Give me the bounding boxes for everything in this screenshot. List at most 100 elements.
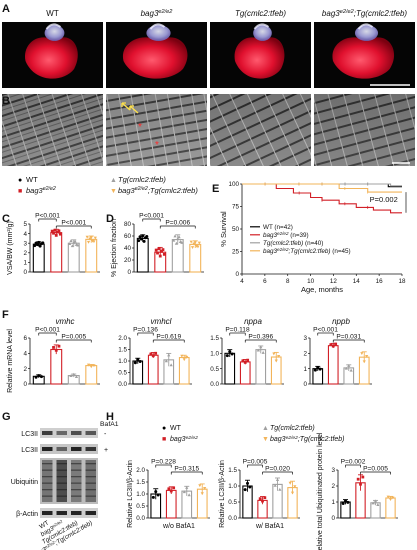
data-point bbox=[174, 241, 178, 245]
data-point bbox=[172, 238, 176, 242]
smear-lane bbox=[85, 460, 96, 502]
data-point bbox=[259, 345, 263, 349]
bar bbox=[239, 361, 251, 385]
bar bbox=[385, 497, 396, 519]
data-point bbox=[69, 374, 73, 378]
bar bbox=[136, 237, 149, 273]
chart-E: 0 25 50 75 100 4 6 8 10 12 14 16 18 % Survival Age, mo… bbox=[219, 181, 407, 294]
data-point bbox=[190, 246, 195, 250]
bar bbox=[327, 345, 339, 385]
blot-strip bbox=[40, 428, 98, 438]
band bbox=[85, 463, 96, 465]
panel-letter: F bbox=[2, 309, 9, 321]
band bbox=[56, 489, 67, 491]
data-point bbox=[228, 350, 232, 354]
data-point bbox=[376, 503, 380, 506]
legend-marker: ▼ bbox=[110, 188, 117, 195]
data-point bbox=[41, 241, 45, 245]
legend-h: ● WT ■ bag3e2/e2 ▲ Tg(cmlc2:tfeb)▼ bag3e2/e2;T… bbox=[162, 425, 345, 443]
bulbus-arteriosus bbox=[354, 25, 379, 41]
data-point bbox=[34, 375, 38, 379]
band bbox=[56, 476, 67, 478]
band bbox=[42, 469, 53, 471]
data-point bbox=[246, 481, 249, 485]
band bbox=[85, 476, 96, 478]
data-point bbox=[197, 241, 201, 245]
band bbox=[42, 431, 53, 435]
p-value-label: P<0.001 bbox=[35, 327, 60, 334]
band bbox=[85, 482, 96, 484]
y-tick-label: 0.0 bbox=[118, 381, 127, 388]
arrow-icon bbox=[121, 102, 131, 111]
y-axis-label: % Ejection fraction bbox=[111, 219, 118, 277]
data-point bbox=[243, 360, 247, 364]
y-tick-label: 0.5 bbox=[228, 499, 237, 506]
band bbox=[71, 469, 82, 471]
data-point bbox=[344, 366, 348, 370]
band bbox=[85, 431, 96, 435]
bulbus-arteriosus bbox=[146, 25, 171, 41]
data-point bbox=[185, 355, 189, 359]
legend-label: bag3e2/e2;Tg(cmlc2:tfeb) (n=45) bbox=[263, 247, 351, 256]
p-value-label: P<0.001 bbox=[35, 213, 60, 220]
y-tick-label: 1 bbox=[23, 260, 27, 267]
y-tick-label: 1.5 bbox=[228, 467, 237, 474]
panel-a-header: bag3e2/e2;Tg(cmlc2:tfeb) bbox=[322, 9, 407, 18]
band bbox=[71, 495, 82, 497]
legend-label: WT bbox=[26, 175, 38, 184]
band bbox=[42, 495, 53, 497]
data-point bbox=[39, 375, 43, 379]
legend-marker: ● bbox=[162, 425, 166, 432]
panel-g-western-blot: BafA1-+LC3IILC3IIUbiquitinβ-ActinWTbag3e… bbox=[11, 421, 119, 550]
data-point bbox=[176, 237, 180, 240]
data-point bbox=[93, 236, 97, 240]
data-point bbox=[88, 237, 92, 241]
data-point bbox=[169, 489, 173, 493]
data-point bbox=[272, 352, 276, 356]
blot-strip bbox=[40, 444, 98, 454]
x-tick-label: 18 bbox=[398, 278, 406, 285]
data-point bbox=[278, 487, 282, 491]
arrow-icon bbox=[129, 105, 139, 114]
data-point bbox=[263, 496, 267, 500]
y-tick-label: 1.5 bbox=[136, 479, 145, 486]
em-shade bbox=[314, 94, 415, 166]
legend-marker: ▼ bbox=[262, 436, 269, 443]
data-point bbox=[145, 234, 149, 238]
legend-label: Tg(cmlc2:tfeb) (n=40) bbox=[263, 240, 323, 247]
bar bbox=[85, 365, 98, 385]
data-point bbox=[261, 499, 264, 503]
data-point bbox=[169, 363, 173, 367]
y-axis-label: Relative mRNA level bbox=[7, 329, 14, 393]
data-point bbox=[318, 367, 322, 371]
band-label: Ubiquitin bbox=[11, 479, 38, 486]
data-point bbox=[54, 233, 58, 237]
data-point bbox=[69, 239, 73, 242]
minus-sign: - bbox=[104, 431, 107, 438]
p-value-label: P=0.020 bbox=[265, 466, 290, 473]
data-point bbox=[138, 235, 142, 239]
bar bbox=[165, 489, 177, 519]
y-tick-label: 1.0 bbox=[228, 483, 237, 490]
data-point bbox=[313, 368, 317, 372]
legend-marker: ■ bbox=[18, 188, 22, 195]
y-tick-label: 0.5 bbox=[118, 370, 127, 377]
bar bbox=[224, 352, 236, 385]
data-point bbox=[182, 490, 186, 494]
y-tick-label: 50 bbox=[232, 226, 240, 233]
y-tick-label: 40 bbox=[124, 245, 132, 252]
data-point bbox=[37, 374, 41, 378]
em-shade bbox=[2, 94, 103, 166]
data-point bbox=[172, 486, 176, 490]
y-tick-label: 0 bbox=[23, 381, 27, 388]
panel-letter: G bbox=[2, 411, 11, 423]
data-point bbox=[53, 228, 57, 232]
bar bbox=[189, 243, 202, 273]
x-tick-label: 6 bbox=[263, 278, 267, 285]
band bbox=[71, 431, 82, 435]
data-point bbox=[133, 361, 137, 365]
chart-title: vmhcl bbox=[151, 317, 172, 326]
